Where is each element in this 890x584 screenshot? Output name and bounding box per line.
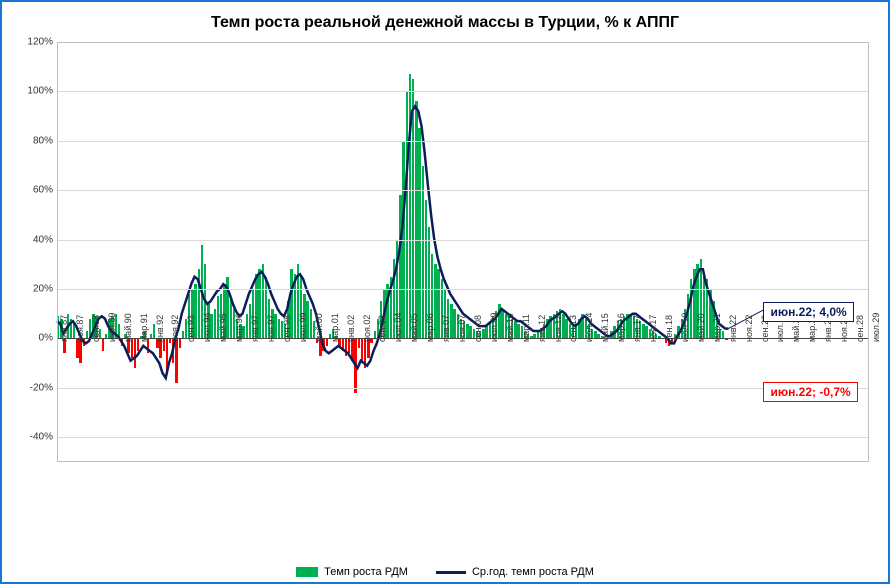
x-tick-label: янв.17	[632, 315, 642, 342]
x-tick-label: мар.91	[139, 314, 149, 343]
legend: Темп роста РДМ Ср.год. темп роста РДМ	[2, 566, 888, 578]
x-tick-label: янв.07	[441, 315, 451, 342]
x-tick-label: ноя.07	[457, 315, 467, 342]
legend-bar-swatch	[296, 567, 318, 577]
legend-bar-label: Темп роста РДМ	[324, 566, 408, 578]
x-tick-label: янв.92	[155, 315, 165, 342]
y-tick-label: 20%	[33, 284, 53, 295]
x-tick-label: мар.96	[234, 314, 244, 343]
x-tick-label: июл.04	[393, 313, 403, 342]
x-tick-label: июл.89	[107, 313, 117, 342]
data-callout: июн.22; 4,0%	[763, 302, 853, 322]
x-tick-label: июл.09	[489, 313, 499, 342]
y-tick-label: 120%	[27, 37, 53, 48]
x-tick-label: ноя.87	[75, 315, 85, 342]
x-tick-label: июл.94	[202, 313, 212, 342]
y-tick-label: -20%	[30, 382, 53, 393]
x-tick-label: май.00	[314, 314, 324, 343]
x-tick-label: мар.11	[521, 314, 531, 342]
x-tick-label: май.05	[409, 314, 419, 343]
x-tick-label: янв.02	[346, 315, 356, 342]
x-tick-label: мар.16	[616, 314, 626, 343]
chart-container: Темп роста реальной денежной массы в Тур…	[2, 2, 888, 582]
x-tick-label: мар.21	[712, 314, 722, 343]
x-tick-label: сен.88	[91, 315, 101, 342]
x-tick-label: янв.22	[728, 315, 738, 342]
x-tick-label: янв.97	[250, 315, 260, 342]
chart-title: Темп роста реальной денежной массы в Тур…	[8, 14, 882, 32]
y-tick-label: 40%	[33, 234, 53, 245]
x-tick-label: сен.98	[282, 315, 292, 342]
y-tick-label: 80%	[33, 135, 53, 146]
x-axis	[57, 462, 869, 482]
plot-wrap: -40%-20%0%20%40%60%80%100%120% янв.87ноя…	[15, 42, 875, 522]
y-tick-label: 0%	[39, 333, 53, 344]
x-tick-label: ноя.92	[170, 315, 180, 342]
x-tick-label: сен.08	[473, 315, 483, 342]
x-tick-label: мар.06	[425, 314, 435, 343]
line-layer	[57, 42, 869, 462]
x-tick-label: июл.99	[298, 313, 308, 342]
x-tick-label: май.95	[218, 314, 228, 343]
x-tick-label: июл.19	[680, 313, 690, 342]
x-tick-label: сен.18	[664, 315, 674, 342]
x-tick-label: май.15	[600, 314, 610, 343]
x-tick-label: май.90	[123, 314, 133, 343]
x-tick-label: сен.28	[855, 315, 865, 342]
x-tick-label: ноя.22	[744, 315, 754, 342]
x-tick-label: сен.93	[186, 315, 196, 342]
x-tick-label: июл.14	[584, 313, 594, 342]
y-tick-label: -40%	[30, 432, 53, 443]
x-tick-label: ноя.97	[266, 315, 276, 342]
legend-item-line: Ср.год. темп роста РДМ	[436, 566, 594, 578]
x-tick-label: янв.12	[537, 315, 547, 342]
legend-line-label: Ср.год. темп роста РДМ	[472, 566, 594, 578]
x-tick-label: ноя.02	[362, 315, 372, 342]
y-tick-label: 60%	[33, 185, 53, 196]
x-tick-label: сен.13	[568, 315, 578, 342]
y-tick-label: 100%	[27, 86, 53, 97]
x-tick-label: сен.03	[377, 315, 387, 342]
x-tick-label: ноя.12	[553, 315, 563, 342]
x-tick-label: мар.01	[330, 314, 340, 343]
plot-area: янв.87 ноя.87 сен.88 июл.89 май.90 мар.91 янв.…	[57, 42, 869, 462]
data-callout: июн.22; -0,7%	[763, 382, 857, 402]
y-axis: -40%-20%0%20%40%60%80%100%120%	[15, 42, 57, 462]
x-tick-label: май.20	[696, 314, 706, 343]
legend-item-bar: Темп роста РДМ	[296, 566, 408, 578]
x-tick-label: янв.87	[59, 315, 69, 342]
x-tick-label: ноя.17	[648, 315, 658, 342]
x-tick-label: май.10	[505, 314, 515, 343]
legend-line-swatch	[436, 571, 466, 574]
x-tick-label: июл.29	[871, 313, 881, 342]
